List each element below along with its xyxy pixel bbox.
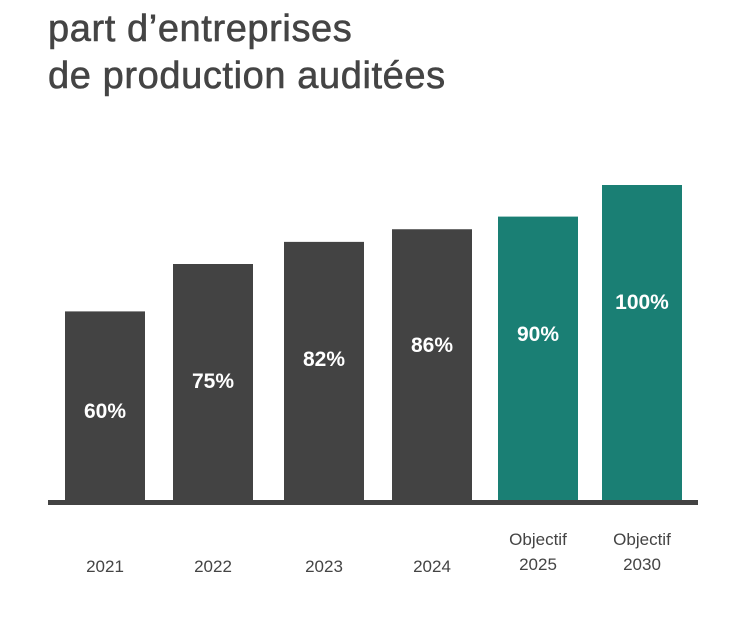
bar-objectif-2025	[498, 216, 578, 501]
bar-2024	[392, 229, 472, 502]
value-label: 82%	[303, 348, 345, 371]
value-label: 75%	[192, 370, 234, 393]
bar-2022	[173, 264, 253, 501]
bar-2023	[284, 241, 364, 501]
chart-title: part d’entreprises de production auditée…	[48, 6, 446, 100]
category-label: 2023	[305, 557, 343, 576]
category-label: 2021	[86, 557, 124, 576]
chart-title-line-1: part d’entreprises	[48, 8, 353, 51]
value-label: 100%	[615, 291, 669, 314]
category-label: 2024	[413, 557, 451, 576]
category-label: Objectif	[509, 530, 567, 549]
category-label: 2022	[194, 557, 232, 576]
category-label: 2030	[623, 555, 661, 574]
value-label: 86%	[411, 334, 453, 357]
value-label: 60%	[84, 400, 126, 423]
x-axis-line	[48, 500, 698, 505]
value-label: 90%	[517, 323, 559, 346]
category-label: 2025	[519, 555, 557, 574]
bar-objectif-2030	[602, 185, 682, 501]
category-label: Objectif	[613, 530, 671, 549]
bar-2021	[65, 311, 145, 501]
chart-title-line-2: de production auditées	[48, 55, 446, 98]
